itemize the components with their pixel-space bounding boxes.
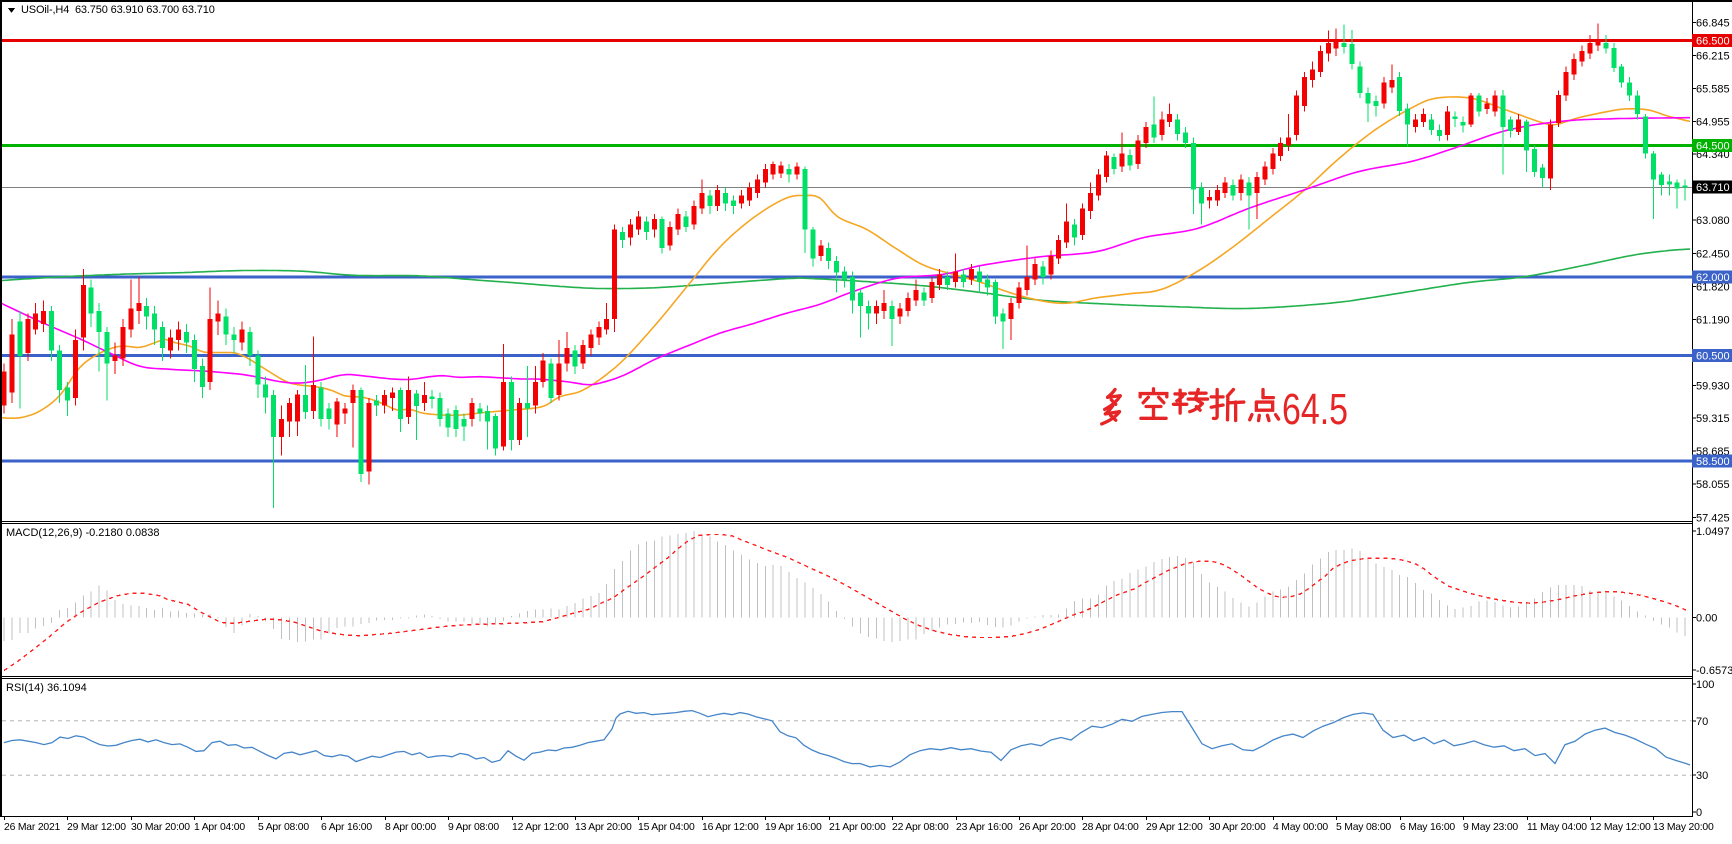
svg-text:5 Apr 08:00: 5 Apr 08:00 bbox=[258, 822, 309, 833]
svg-text:5 May 08:00: 5 May 08:00 bbox=[1336, 822, 1391, 833]
svg-text:30: 30 bbox=[1696, 770, 1708, 782]
svg-text:-0.6573: -0.6573 bbox=[1696, 665, 1732, 677]
svg-text:61.820: 61.820 bbox=[1696, 281, 1730, 293]
svg-text:13 Apr 20:00: 13 Apr 20:00 bbox=[575, 822, 632, 833]
svg-text:6 May 16:00: 6 May 16:00 bbox=[1400, 822, 1455, 833]
svg-text:12 Apr 12:00: 12 Apr 12:00 bbox=[512, 822, 569, 833]
svg-text:66.845: 66.845 bbox=[1696, 17, 1730, 29]
svg-text:16 Apr 12:00: 16 Apr 12:00 bbox=[702, 822, 759, 833]
svg-text:22 Apr 08:00: 22 Apr 08:00 bbox=[892, 822, 949, 833]
svg-text:21 Apr 00:00: 21 Apr 00:00 bbox=[829, 822, 886, 833]
svg-text:64.5: 64.5 bbox=[1282, 385, 1348, 434]
svg-text:63.080: 63.080 bbox=[1696, 215, 1730, 227]
svg-text:23 Apr 16:00: 23 Apr 16:00 bbox=[956, 822, 1013, 833]
svg-text:57.425: 57.425 bbox=[1696, 512, 1730, 524]
svg-text:64.500: 64.500 bbox=[1696, 141, 1730, 153]
svg-text:60.500: 60.500 bbox=[1696, 351, 1730, 363]
svg-text:USOil-,H4 63.750 63.910 63.70: USOil-,H4 63.750 63.910 63.700 63.710 bbox=[21, 4, 215, 16]
svg-text:26 Mar 2021: 26 Mar 2021 bbox=[4, 822, 61, 833]
svg-text:65.585: 65.585 bbox=[1696, 84, 1730, 96]
svg-text:6 Apr 16:00: 6 Apr 16:00 bbox=[321, 822, 372, 833]
svg-text:30 Mar 20:00: 30 Mar 20:00 bbox=[131, 822, 190, 833]
svg-text:19 Apr 16:00: 19 Apr 16:00 bbox=[765, 822, 822, 833]
svg-text:1.0497: 1.0497 bbox=[1696, 526, 1730, 538]
svg-text:13 May 20:00: 13 May 20:00 bbox=[1653, 822, 1714, 833]
svg-text:59.315: 59.315 bbox=[1696, 413, 1730, 425]
svg-text:66.215: 66.215 bbox=[1696, 50, 1730, 62]
svg-text:1 Apr 04:00: 1 Apr 04:00 bbox=[194, 822, 245, 833]
svg-text:15 Apr 04:00: 15 Apr 04:00 bbox=[638, 822, 695, 833]
svg-text:70: 70 bbox=[1696, 716, 1708, 728]
svg-text:4 May 00:00: 4 May 00:00 bbox=[1273, 822, 1328, 833]
svg-text:8 Apr 00:00: 8 Apr 00:00 bbox=[385, 822, 436, 833]
svg-text:0.00: 0.00 bbox=[1696, 612, 1717, 624]
svg-text:62.450: 62.450 bbox=[1696, 248, 1730, 260]
svg-text:63.710: 63.710 bbox=[1696, 182, 1730, 194]
svg-text:29 Mar 12:00: 29 Mar 12:00 bbox=[67, 822, 126, 833]
svg-text:26 Apr 20:00: 26 Apr 20:00 bbox=[1019, 822, 1076, 833]
svg-text:64.955: 64.955 bbox=[1696, 117, 1730, 129]
svg-text:59.930: 59.930 bbox=[1696, 381, 1730, 393]
svg-text:MACD(12,26,9) -0.2180 0.0838: MACD(12,26,9) -0.2180 0.0838 bbox=[6, 527, 159, 539]
svg-text:RSI(14) 36.1094: RSI(14) 36.1094 bbox=[6, 682, 87, 694]
svg-text:66.500: 66.500 bbox=[1696, 35, 1730, 47]
svg-text:28 Apr 04:00: 28 Apr 04:00 bbox=[1082, 822, 1139, 833]
svg-text:58.055: 58.055 bbox=[1696, 479, 1730, 491]
svg-text:61.190: 61.190 bbox=[1696, 315, 1730, 327]
svg-text:9 May 23:00: 9 May 23:00 bbox=[1463, 822, 1518, 833]
svg-text:11 May 04:00: 11 May 04:00 bbox=[1527, 822, 1587, 833]
svg-text:9 Apr 08:00: 9 Apr 08:00 bbox=[448, 822, 499, 833]
svg-text:58.500: 58.500 bbox=[1696, 456, 1730, 468]
svg-text:0: 0 bbox=[1696, 807, 1702, 819]
svg-text:62.000: 62.000 bbox=[1696, 272, 1730, 284]
svg-text:12 May 12:00: 12 May 12:00 bbox=[1590, 822, 1651, 833]
svg-text:100: 100 bbox=[1696, 679, 1714, 691]
svg-text:29 Apr 12:00: 29 Apr 12:00 bbox=[1146, 822, 1203, 833]
svg-text:30 Apr 20:00: 30 Apr 20:00 bbox=[1209, 822, 1266, 833]
